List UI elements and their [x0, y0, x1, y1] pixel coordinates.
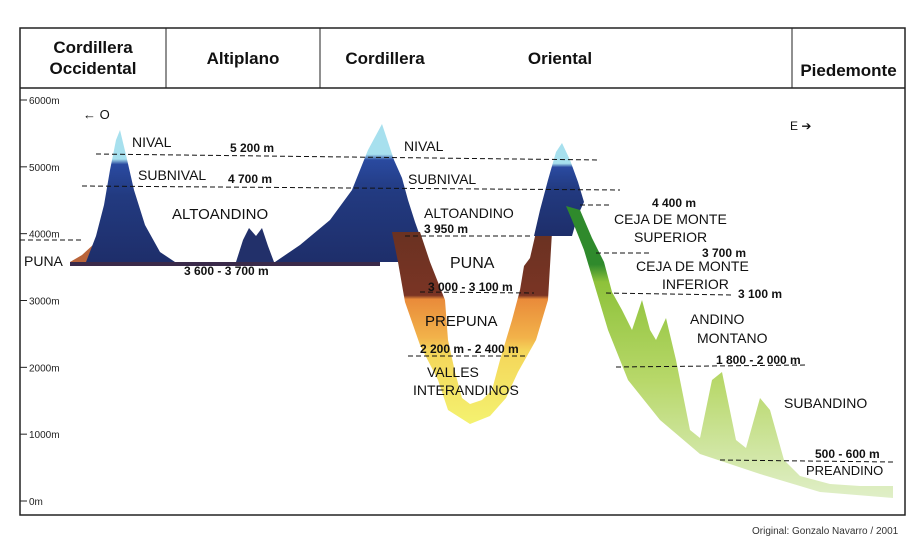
header-altiplano: Altiplano — [166, 28, 320, 88]
zone-nival-west: NIVAL — [132, 134, 172, 150]
y-tick-label: 6000m — [29, 96, 60, 107]
header-line: Piedemonte — [800, 60, 897, 80]
header-oriental: Oriental — [500, 28, 620, 88]
zone-ceja-superior-line2: SUPERIOR — [634, 229, 707, 245]
boundary-5200: 5 200 m — [230, 141, 274, 155]
header-piedemonte: Piedemonte — [792, 40, 905, 100]
west-volcano — [86, 130, 175, 262]
credit-text: Original: Gonzalo Navarro / 2001 — [752, 526, 899, 537]
east-slope — [566, 206, 893, 498]
y-tick-label: 1000m — [29, 430, 60, 441]
boundary-4400: 4 400 m — [652, 196, 696, 210]
zone-puna-east: PUNA — [450, 255, 495, 272]
boundary-labels: 5 200 m 4 700 m 3 950 m 3 600 - 3 700 m … — [184, 141, 880, 461]
boundary-500: 500 - 600 m — [815, 447, 880, 461]
header-cordillera-occidental: Cordillera Occidental — [20, 28, 166, 88]
y-tick-label: 0m — [29, 497, 43, 508]
zone-labels: NIVAL SUBNIVAL ALTOANDINO PUNA NIVAL SUB… — [24, 134, 883, 478]
boundary-4700: 4 700 m — [228, 172, 272, 186]
zone-prepuna: PREPUNA — [425, 313, 498, 330]
zone-puna-west: PUNA — [24, 253, 64, 269]
zone-ceja-superior-line1: CEJA DE MONTE — [614, 211, 727, 227]
zone-preandino: PREANDINO — [806, 463, 883, 478]
boundary-3100: 3 100 m — [738, 287, 782, 301]
zone-valles-line2: INTERANDINOS — [413, 382, 519, 398]
boundary-lines — [20, 153, 894, 463]
altiplano-plain — [70, 262, 380, 266]
boundary-3600: 3 600 - 3 700 m — [184, 264, 269, 278]
header-cordillera: Cordillera — [330, 28, 440, 88]
header-line: Oriental — [527, 48, 593, 68]
zone-andino-line2: MONTANO — [697, 330, 768, 346]
zone-andino-line1: ANDINO — [690, 311, 745, 327]
header-line: Cordillera — [53, 38, 133, 57]
y-axis-ticks: 6000m 5000m 4000m 3000m 2000m 1000m 0m — [20, 96, 60, 508]
west-direction: ← O — [83, 107, 110, 122]
zone-ceja-inferior-line2: INFERIOR — [662, 276, 729, 292]
zone-valles-line1: VALLES — [427, 364, 479, 380]
header-line: Cordillera — [345, 48, 425, 68]
boundary-1800: 1 800 - 2 000 m — [716, 353, 801, 367]
zone-subnival-east: SUBNIVAL — [408, 171, 476, 187]
boundary-3000: 3 000 - 3 100 m — [428, 280, 513, 294]
header-line: Altiplano — [206, 48, 280, 68]
interandean-valley — [392, 232, 552, 424]
y-tick-label: 5000m — [29, 163, 60, 174]
altiplano-hill — [236, 228, 274, 262]
boundary-3700: 3 700 m — [702, 246, 746, 260]
zone-subandino: SUBANDINO — [784, 395, 867, 411]
boundary-2200: 2 200 m - 2 400 m — [420, 342, 519, 356]
east-direction: E ➔ — [790, 119, 811, 133]
zone-nival-east: NIVAL — [404, 138, 444, 154]
zone-altoandino-west: ALTOANDINO — [172, 206, 268, 223]
zone-ceja-inferior-line1: CEJA DE MONTE — [636, 258, 749, 274]
header-line: Occidental — [49, 59, 137, 78]
y-tick-label: 4000m — [29, 230, 60, 241]
central-peak — [275, 124, 420, 262]
zone-subnival-west: SUBNIVAL — [138, 167, 206, 183]
y-tick-label: 2000m — [29, 363, 60, 374]
zone-altoandino-east: ALTOANDINO — [424, 205, 514, 221]
boundary-3950: 3 950 m — [424, 222, 468, 236]
y-tick-label: 3000m — [29, 297, 60, 308]
